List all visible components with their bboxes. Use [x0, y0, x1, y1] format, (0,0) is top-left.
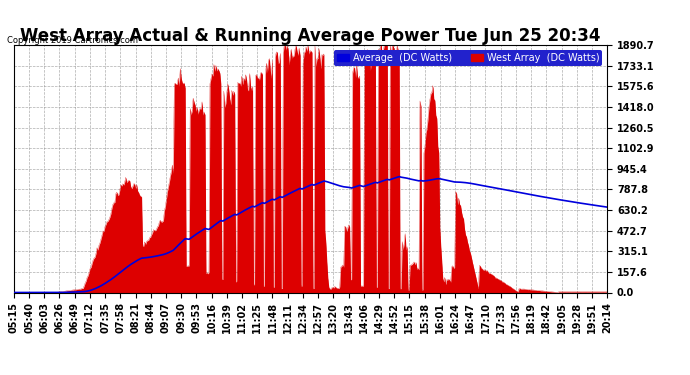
Title: West Array Actual & Running Average Power Tue Jun 25 20:34: West Array Actual & Running Average Powe… [20, 27, 601, 45]
Text: Copyright 2019 Cartronics.com: Copyright 2019 Cartronics.com [7, 36, 138, 45]
Legend: Average  (DC Watts), West Array  (DC Watts): Average (DC Watts), West Array (DC Watts… [334, 50, 602, 66]
